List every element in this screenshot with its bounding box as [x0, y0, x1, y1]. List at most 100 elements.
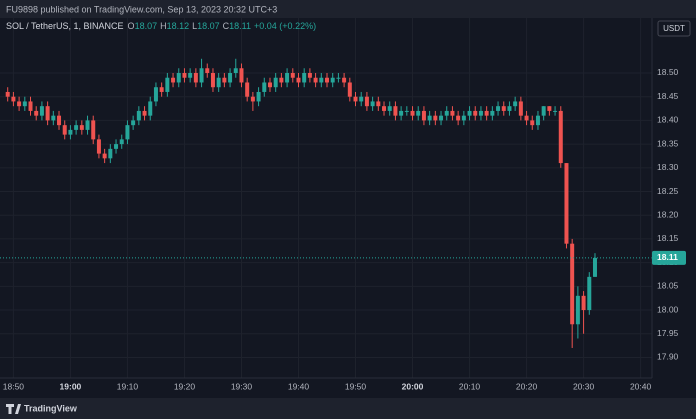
- candle-body: [387, 106, 392, 111]
- published-note: FU9898 published on TradingView.com, Sep…: [6, 4, 277, 14]
- y-tick-label: 18.20: [657, 209, 679, 219]
- candle-body: [205, 68, 210, 73]
- candle-body: [239, 68, 244, 83]
- x-tick-label: 18:50: [3, 381, 25, 391]
- candle-body: [290, 72, 295, 78]
- y-tick-label: 17.90: [657, 352, 679, 362]
- x-tick-label: 19:30: [231, 381, 253, 391]
- candle-body: [370, 101, 375, 107]
- candle-body: [410, 110, 415, 116]
- candle-body: [34, 110, 39, 116]
- y-tick-label: 18.30: [657, 162, 679, 172]
- candle-body: [427, 115, 432, 121]
- candle-body: [461, 115, 466, 121]
- candle-body: [518, 101, 523, 116]
- candle-body: [74, 125, 79, 130]
- plot-area: [0, 18, 652, 378]
- legend-field-value: 18.07: [197, 21, 220, 31]
- candle-body: [313, 77, 318, 83]
- legend-field-value: 18.07: [135, 21, 158, 31]
- candle-body: [22, 101, 27, 107]
- candle-body: [547, 106, 552, 111]
- candle-body: [210, 72, 215, 88]
- brand: TradingView: [24, 403, 78, 413]
- x-tick-label: 19:10: [117, 381, 139, 391]
- candle-body: [108, 148, 113, 159]
- candle-body: [62, 125, 67, 135]
- candle-body: [364, 96, 369, 107]
- candle-body: [501, 106, 506, 111]
- candle-body: [136, 110, 141, 121]
- candle-body: [262, 82, 267, 92]
- candle-body: [530, 120, 535, 126]
- candle-body: [478, 110, 483, 116]
- currency-button[interactable]: [657, 20, 691, 37]
- candle-body: [279, 77, 284, 83]
- x-tick-label: 19:20: [174, 381, 196, 391]
- candle-body: [581, 295, 586, 311]
- candle-body: [439, 115, 444, 121]
- x-tick-label: 19:50: [345, 381, 367, 391]
- footer-bar: [0, 398, 696, 419]
- x-tick-label: 19:40: [288, 381, 310, 391]
- candle-body: [79, 125, 84, 130]
- candle-body: [296, 77, 301, 83]
- candle-body: [570, 243, 575, 325]
- y-tick-label: 18.25: [657, 186, 679, 196]
- legend-field-label: H: [160, 21, 167, 31]
- candle-body: [28, 101, 33, 111]
- legend-field-value: 18.12: [167, 21, 190, 31]
- candle-body: [319, 77, 324, 83]
- candle-body: [575, 295, 580, 325]
- candle-body: [513, 101, 518, 107]
- legend-field-label: L: [192, 21, 197, 31]
- legend: SOL / TetherUS, 1, BINANCE O18.07 H18.12 L1…: [6, 21, 316, 31]
- x-tick-label: 20:30: [573, 381, 595, 391]
- candle-body: [250, 96, 255, 102]
- candle-body: [467, 110, 472, 116]
- legend-field-label: C: [223, 21, 230, 31]
- legend-symbol: SOL / TetherUS, 1, BINANCE: [6, 21, 124, 31]
- candle-body: [336, 77, 341, 79]
- x-tick-label: 19:00: [60, 381, 82, 391]
- candle-body: [359, 96, 364, 102]
- candle-body: [444, 110, 449, 116]
- candle-body: [39, 106, 44, 116]
- candle-body: [159, 87, 164, 92]
- x-tick-label: 20:20: [516, 381, 538, 391]
- y-tick-label: 18.00: [657, 304, 679, 314]
- y-tick-label: 18.45: [657, 91, 679, 101]
- currency[interactable]: USDT: [663, 24, 685, 33]
- candle-body: [233, 68, 238, 73]
- x-tick-label: 20:00: [402, 381, 424, 391]
- candle-body: [307, 72, 312, 78]
- candle-body: [153, 87, 158, 102]
- candle-body: [342, 77, 347, 83]
- candle-body: [148, 101, 153, 116]
- x-tick-label: 20:10: [459, 381, 481, 391]
- candle-body: [125, 125, 130, 140]
- candle-body: [490, 110, 495, 116]
- candle-body: [285, 72, 290, 83]
- y-tick-label: 18.40: [657, 115, 679, 125]
- candle-body: [245, 82, 250, 97]
- candle-body: [484, 110, 489, 116]
- candle-body: [171, 77, 176, 83]
- candle-body: [507, 106, 512, 111]
- candle-body: [273, 77, 278, 88]
- candle-body: [182, 72, 187, 78]
- candle-body: [496, 106, 501, 111]
- candle-body: [399, 110, 404, 116]
- candle-body: [256, 91, 261, 102]
- candle-body: [302, 72, 307, 83]
- candle-body: [188, 72, 193, 78]
- x-tick-label: 20:40: [630, 381, 652, 391]
- candle-body: [553, 110, 558, 112]
- candle-body: [119, 139, 124, 145]
- header-bar: [0, 0, 696, 18]
- candle-body: [199, 68, 204, 83]
- candle-body: [382, 106, 387, 111]
- candle-body: [102, 153, 107, 159]
